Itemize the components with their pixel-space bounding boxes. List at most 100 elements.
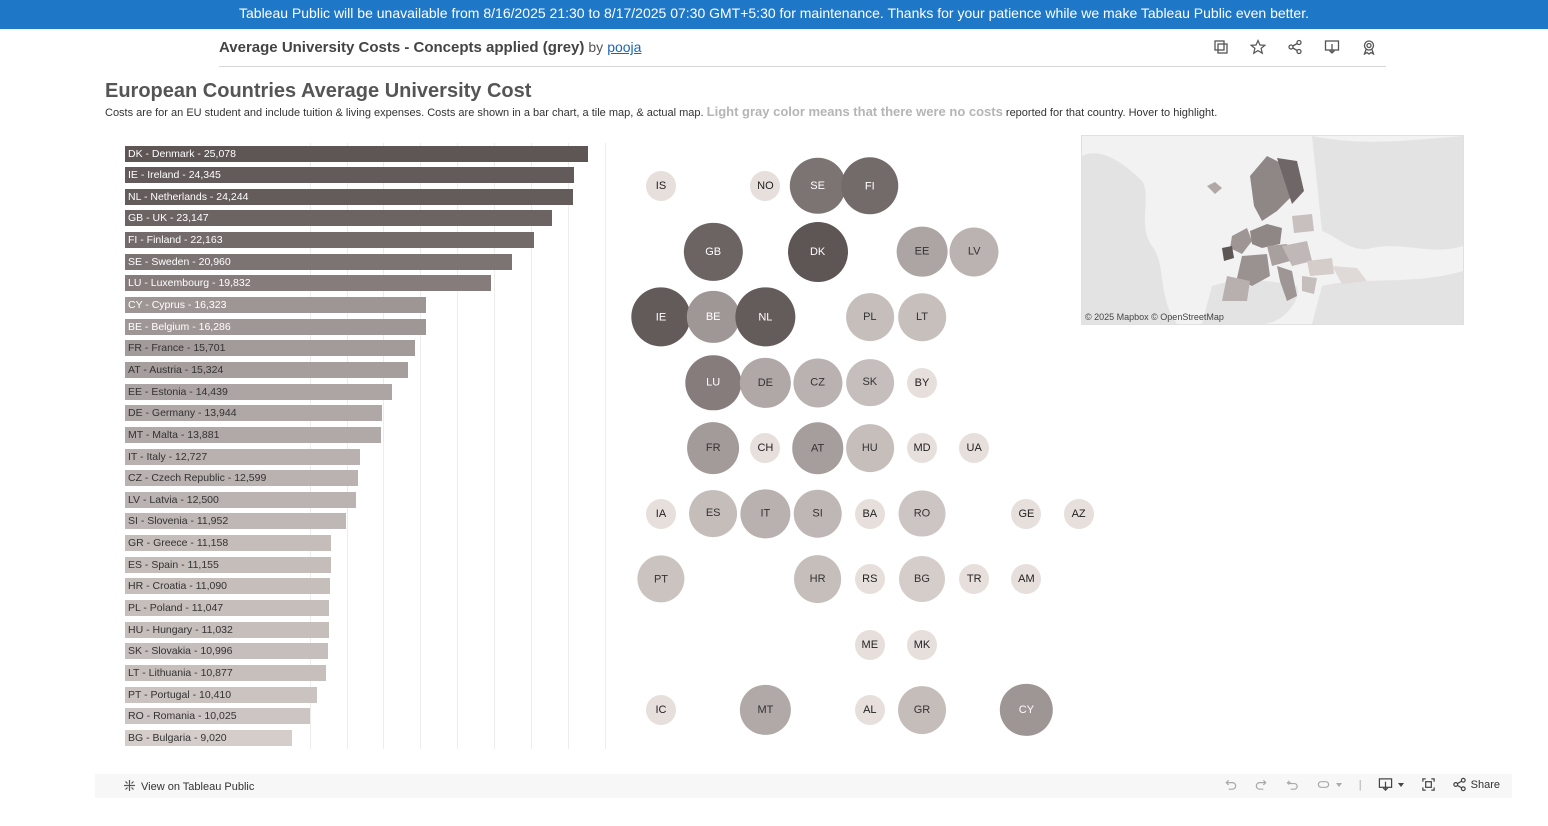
bar-nl[interactable]: NL - Netherlands - 24,244 — [125, 188, 573, 205]
share-icon[interactable] — [1286, 38, 1304, 56]
bar-de[interactable]: DE - Germany - 13,944 — [125, 405, 383, 422]
tile-gb[interactable]: GB — [684, 222, 743, 281]
refresh-icon[interactable] — [1316, 777, 1343, 792]
bar-si[interactable]: SI - Slovenia - 11,952 — [125, 513, 346, 530]
undo-icon[interactable] — [1223, 777, 1238, 792]
bar-fr[interactable]: FR - France - 15,701 — [125, 340, 415, 357]
bar-pt[interactable]: PT - Portugal - 10,410 — [125, 686, 318, 703]
tile-mt[interactable]: MT — [740, 684, 791, 736]
tile-be[interactable]: BE — [687, 290, 740, 344]
copy-icon[interactable] — [1212, 38, 1230, 56]
tile-dk[interactable]: DK — [787, 221, 848, 282]
bar-label: IE - Ireland - 24,345 — [128, 169, 221, 182]
grid-line — [457, 143, 459, 749]
view-on-tableau-button[interactable]: View on Tableau Public — [123, 779, 254, 795]
tile-me[interactable]: ME — [854, 629, 885, 660]
refresh-dropdown-icon — [1335, 782, 1342, 787]
tile-gr[interactable]: GR — [898, 686, 946, 734]
tile-ia[interactable]: IA — [646, 498, 676, 529]
tile-ie[interactable]: IE — [631, 287, 691, 347]
tile-cy[interactable]: CY — [1000, 683, 1053, 737]
tile-ge[interactable]: GE — [1011, 498, 1042, 529]
tile-ch[interactable]: CH — [750, 433, 781, 463]
tile-de[interactable]: DE — [740, 357, 791, 408]
tile-by[interactable]: BY — [907, 367, 937, 398]
tile-ic[interactable]: IC — [646, 695, 676, 725]
author-link[interactable]: pooja — [607, 39, 642, 55]
tile-mk[interactable]: MK — [907, 629, 937, 660]
tile-nl[interactable]: NL — [735, 287, 796, 347]
bar-hr[interactable]: HR - Croatia - 11,090 — [125, 578, 330, 595]
badge-icon[interactable] — [1360, 38, 1378, 56]
bar-es[interactable]: ES - Spain - 11,155 — [125, 556, 331, 573]
bar-at[interactable]: AT - Austria - 15,324 — [125, 361, 408, 378]
bar-cy[interactable]: CY - Cyprus - 16,323 — [125, 297, 427, 313]
bar-hu[interactable]: HU - Hungary - 11,032 — [125, 621, 329, 638]
tile-pl[interactable]: PL — [845, 293, 894, 341]
bar-label: GB - UK - 23,147 — [128, 212, 209, 225]
download-icon[interactable] — [1323, 38, 1341, 56]
bar-label: ES - Spain - 11,155 — [128, 558, 219, 571]
tile-fi[interactable]: FI — [841, 157, 899, 215]
tile-no[interactable]: NO — [750, 171, 781, 201]
tile-am[interactable]: AM — [1011, 564, 1042, 594]
tile-ba[interactable]: BA — [854, 498, 885, 529]
bar-lu[interactable]: LU - Luxembourg - 19,832 — [125, 275, 492, 292]
tile-az[interactable]: AZ — [1063, 498, 1094, 529]
divider: | — [1358, 778, 1362, 791]
download-menu-button[interactable] — [1378, 777, 1405, 792]
bar-lv[interactable]: LV - Latvia - 12,500 — [125, 491, 356, 508]
bar-cz[interactable]: CZ - Czech Republic - 12,599 — [125, 470, 358, 487]
bar-sk[interactable]: SK - Slovakia - 10,996 — [125, 643, 328, 660]
tile-cz[interactable]: CZ — [793, 357, 843, 408]
bar-gb[interactable]: GB - UK - 23,147 — [125, 210, 553, 227]
bar-lt[interactable]: LT - Lithuania - 10,877 — [125, 664, 326, 681]
tile-at[interactable]: AT — [791, 422, 844, 474]
tile-fr[interactable]: FR — [687, 422, 740, 474]
bar-label: GR - Greece - 11,158 — [128, 537, 229, 550]
revert-icon[interactable] — [1285, 777, 1300, 792]
europe-map[interactable]: © 2025 Mapbox © OpenStreetMap — [1081, 135, 1464, 325]
tile-rs[interactable]: RS — [854, 564, 885, 594]
bar-ro[interactable]: RO - Romania - 10,025 — [125, 708, 311, 725]
maintenance-banner: Tableau Public will be unavailable from … — [0, 0, 1548, 29]
bar-se[interactable]: SE - Sweden - 20,960 — [125, 253, 512, 270]
fullscreen-icon[interactable] — [1421, 777, 1436, 792]
tile-lt[interactable]: LT — [898, 293, 946, 341]
bar-dk[interactable]: DK - Denmark - 25,078 — [125, 145, 588, 162]
tile-bg[interactable]: BG — [898, 555, 946, 603]
tile-si[interactable]: SI — [793, 489, 842, 538]
tile-md[interactable]: MD — [907, 433, 937, 463]
tile-al[interactable]: AL — [854, 695, 885, 725]
tile-se[interactable]: SE — [789, 157, 846, 215]
tile-it[interactable]: IT — [740, 488, 791, 539]
tile-sk[interactable]: SK — [845, 358, 894, 407]
bar-bg[interactable]: BG - Bulgaria - 9,020 — [125, 729, 292, 746]
bar-fi[interactable]: FI - Finland - 22,163 — [125, 232, 535, 249]
tile-is[interactable]: IS — [646, 171, 676, 201]
bar-mt[interactable]: MT - Malta - 13,881 — [125, 426, 382, 443]
bar-ee[interactable]: EE - Estonia - 14,439 — [125, 383, 392, 400]
tile-ua[interactable]: UA — [959, 433, 990, 463]
bar-it[interactable]: IT - Italy - 12,727 — [125, 448, 360, 465]
tile-ro[interactable]: RO — [898, 490, 946, 537]
subtitle-part-1: Costs are for an EU student and include … — [105, 107, 704, 119]
grid-line — [568, 143, 570, 749]
bar-label: CY - Cyprus - 16,323 — [128, 299, 227, 311]
share-button[interactable]: Share — [1452, 777, 1500, 792]
bar-ie[interactable]: IE - Ireland - 24,345 — [125, 167, 575, 184]
tile-lu[interactable]: LU — [685, 354, 741, 411]
bar-label: PT - Portugal - 10,410 — [128, 688, 232, 701]
tile-es[interactable]: ES — [689, 489, 738, 538]
tile-lv[interactable]: LV — [949, 226, 999, 277]
tile-pt[interactable]: PT — [637, 555, 685, 603]
bar-pl[interactable]: PL - Poland - 11,047 — [125, 600, 329, 616]
bar-gr[interactable]: GR - Greece - 11,158 — [125, 535, 331, 552]
tile-hr[interactable]: HR — [793, 555, 842, 603]
redo-icon[interactable] — [1254, 777, 1269, 792]
bar-be[interactable]: BE - Belgium - 16,286 — [125, 318, 426, 335]
star-icon[interactable] — [1249, 38, 1267, 56]
tile-ee[interactable]: EE — [896, 226, 948, 277]
tile-hu[interactable]: HU — [845, 424, 894, 472]
tile-tr[interactable]: TR — [959, 564, 990, 594]
